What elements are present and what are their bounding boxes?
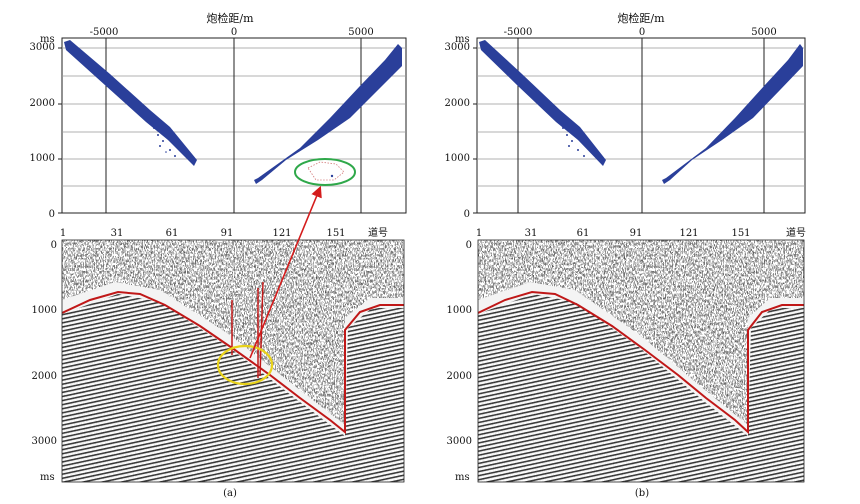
seismic-image [478, 240, 804, 482]
y-tick-label: 0 [464, 209, 470, 220]
trace-tick-label: 1 [476, 228, 482, 239]
time-tick-label: 0 [51, 240, 57, 251]
offset-gridlines [105, 38, 362, 213]
offset-gridlines [517, 38, 765, 213]
offset-plot-b: 炮检距/m -5000 0 5000 ms 3000 2000 1000 0 [445, 11, 806, 220]
scatter-band-right [254, 44, 402, 184]
trace-unit-label: 道号 [786, 226, 806, 239]
y-tick-label: 2000 [30, 98, 55, 109]
green-ellipse-annotation [294, 158, 356, 186]
y-tick-label: 3000 [30, 42, 55, 53]
gather-frame [61, 239, 405, 483]
ticks [58, 47, 62, 214]
trace-tick-label: 61 [166, 228, 179, 239]
trace-tick-label: 151 [731, 228, 750, 239]
yellow-circle-annotation [216, 344, 274, 386]
first-break-pick-line [62, 290, 404, 435]
seismic-image [62, 240, 404, 482]
time-tick-label: 3000 [447, 436, 472, 447]
red-arrow [249, 185, 322, 359]
trace-tick-label: 121 [272, 228, 291, 239]
x-tick-label: 0 [231, 27, 237, 38]
trace-tick-label: 91 [221, 228, 234, 239]
scatter-band-left [479, 40, 606, 166]
trace-tick-label: 31 [111, 228, 124, 239]
trace-tick-label: 1 [60, 228, 66, 239]
ticks [473, 47, 477, 214]
time-unit-label: ms [40, 472, 55, 483]
offset-axis-title: 炮检距/m [206, 11, 254, 25]
y-tick-label: 1000 [30, 153, 55, 164]
x-tick-label: -5000 [504, 27, 533, 38]
x-tick-label: 0 [639, 27, 645, 38]
grid-lines [477, 47, 805, 187]
y-unit-label: ms [455, 34, 470, 45]
x-tick-label: 5000 [751, 27, 776, 38]
offset-plot-a: 炮检距/m -5000 0 5000 ms 3000 2000 1000 0 [30, 11, 407, 220]
scatter-dots-left [562, 127, 585, 157]
first-break-pick-line [478, 290, 804, 435]
y-unit-label: ms [40, 34, 55, 45]
time-tick-label: 2000 [447, 371, 472, 382]
y-tick-label: 2000 [445, 98, 470, 109]
trace-tick-label: 121 [679, 228, 698, 239]
panel-caption: (b) [635, 488, 649, 499]
trace-unit-label: 道号 [368, 226, 388, 239]
offset-axis-title: 炮检距/m [617, 11, 665, 25]
shot-gather-a: 1 31 61 91 121 151 道号 0 1000 2000 3000 m… [32, 185, 405, 483]
panel-a: 炮检距/m -5000 0 5000 ms 3000 2000 1000 0 [30, 11, 407, 499]
shot-gather-b: 1 31 61 91 121 151 道号 0 1000 2000 3000 m… [447, 226, 806, 483]
scatter-band-left [64, 40, 197, 166]
time-tick-label: 3000 [32, 436, 57, 447]
time-tick-label: 1000 [32, 305, 57, 316]
trace-tick-label: 61 [577, 228, 590, 239]
scatter-dots-left [149, 123, 176, 157]
time-tick-label: 1000 [447, 305, 472, 316]
x-tick-label: 5000 [348, 27, 373, 38]
gather-frame [477, 239, 805, 483]
panel-caption: (a) [223, 488, 237, 499]
y-tick-label: 0 [49, 209, 55, 220]
time-unit-label: ms [455, 472, 470, 483]
y-tick-label: 3000 [445, 42, 470, 53]
time-tick-label: 0 [466, 240, 472, 251]
x-tick-label: -5000 [90, 27, 119, 38]
trace-tick-label: 91 [630, 228, 643, 239]
time-tick-label: 2000 [32, 371, 57, 382]
panel-b: 炮检距/m -5000 0 5000 ms 3000 2000 1000 0 [445, 11, 806, 499]
y-tick-label: 1000 [445, 153, 470, 164]
trace-tick-label: 31 [525, 228, 538, 239]
plot-frame [476, 37, 806, 214]
trace-tick-label: 151 [326, 228, 345, 239]
